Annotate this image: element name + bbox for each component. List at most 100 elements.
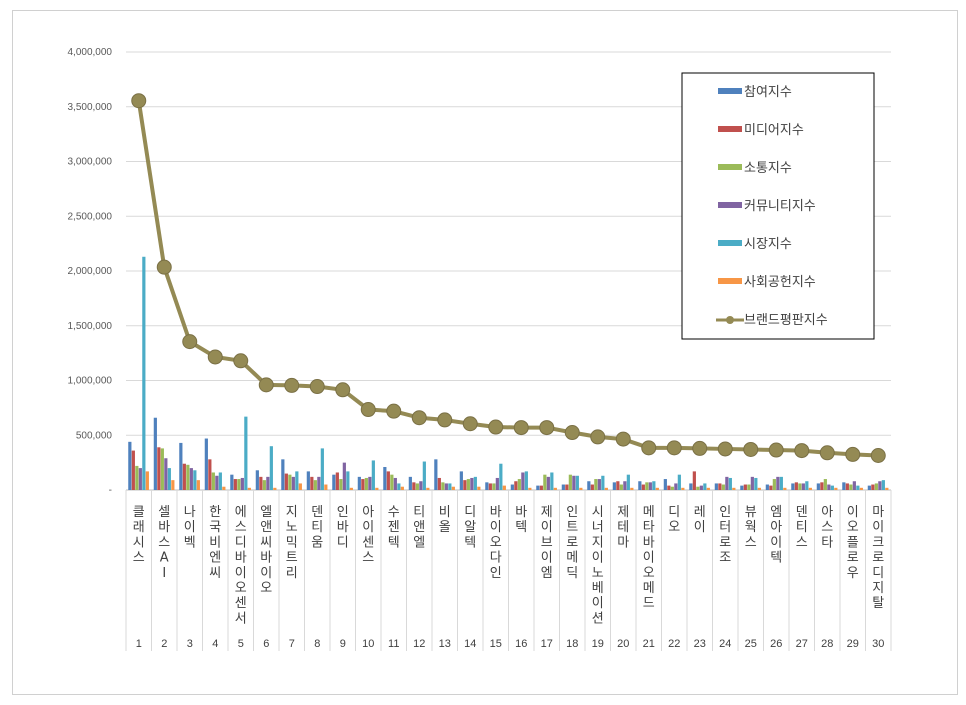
y-tick-label: - — [109, 485, 112, 496]
bar-4 — [342, 462, 346, 490]
bar-3 — [619, 484, 623, 490]
category-label-char: 래 — [133, 520, 145, 535]
rank-label: 1 — [136, 638, 142, 650]
bar-3 — [313, 480, 317, 490]
bar-2 — [208, 459, 212, 490]
bar-6 — [859, 487, 863, 490]
line-marker — [539, 420, 555, 436]
line-marker — [717, 441, 733, 457]
legend-box — [681, 72, 875, 340]
bar-2 — [514, 481, 518, 490]
bar-1 — [867, 485, 871, 490]
category-label-char: 타 — [821, 535, 833, 550]
legend-marker — [726, 316, 734, 324]
bar-3 — [517, 479, 521, 490]
bar-4 — [215, 475, 219, 490]
category-label-char: 알 — [464, 520, 476, 535]
category-label-char: 텍 — [770, 551, 782, 566]
bar-3 — [670, 486, 674, 490]
category-label-char: 엠 — [541, 566, 553, 581]
bar-4 — [750, 476, 754, 490]
bar-6 — [706, 487, 710, 490]
bar-6 — [298, 483, 302, 490]
bar-1 — [204, 438, 208, 490]
bar-5 — [167, 468, 171, 490]
rank-label: 8 — [314, 638, 320, 650]
category-label-char: 바 — [337, 520, 349, 535]
legend-swatch — [718, 88, 742, 94]
bar-4 — [801, 483, 805, 490]
category-label-char: 센 — [235, 596, 247, 611]
bar-6 — [885, 487, 889, 490]
category-label-char: 이 — [847, 505, 859, 520]
category-label-char: 텍 — [464, 535, 476, 550]
category-label-char: 스 — [796, 535, 808, 550]
rank-label: 5 — [238, 638, 244, 650]
bar-5 — [830, 485, 834, 490]
rank-label: 29 — [847, 638, 859, 650]
line-marker — [462, 416, 478, 432]
rank-label: 21 — [643, 638, 655, 650]
bar-2 — [820, 482, 824, 490]
bar-2 — [412, 482, 416, 490]
bar-4 — [776, 476, 780, 490]
rank-label: 12 — [413, 638, 425, 650]
rank-label: 16 — [515, 638, 527, 650]
category-label-char: 이 — [872, 520, 884, 535]
legend-swatch — [718, 278, 742, 284]
line-marker — [335, 382, 351, 398]
bar-5 — [371, 460, 375, 490]
bar-1 — [383, 467, 387, 490]
category-label-char: 오 — [490, 535, 502, 550]
category-label-char: 티 — [796, 520, 808, 535]
legend-swatch — [718, 240, 742, 246]
bar-4 — [266, 476, 270, 490]
bar-4 — [393, 477, 397, 490]
bar-2 — [233, 479, 237, 490]
category-label-char: 레 — [694, 505, 706, 520]
category-label-char: 티 — [311, 520, 323, 535]
bar-4 — [623, 481, 627, 490]
category-label-char: 오 — [260, 581, 272, 596]
bar-1 — [357, 476, 361, 490]
category-label-char: 바 — [643, 535, 655, 550]
category-label-char: 브 — [541, 535, 553, 550]
bar-2 — [335, 472, 339, 490]
rank-label: 17 — [541, 638, 553, 650]
category-label-char: I — [162, 566, 166, 581]
y-tick-label: 1,500,000 — [68, 321, 113, 332]
y-axis: - 500,000 1,000,000 1,500,000 2,000,000 2,500… — [68, 47, 113, 496]
category-label-char: 트 — [566, 520, 578, 535]
category-label-char: 지 — [872, 581, 884, 596]
bar-5 — [601, 475, 605, 490]
line-marker — [615, 431, 631, 447]
bar-6 — [477, 486, 481, 490]
line-marker — [794, 443, 810, 459]
bar-2 — [310, 476, 314, 490]
bar-6 — [783, 487, 787, 490]
line-marker — [488, 419, 504, 435]
line-marker — [768, 442, 784, 458]
line-marker — [743, 441, 759, 457]
category-label-char: 뷰 — [745, 505, 757, 520]
category-label-char: 이 — [260, 566, 272, 581]
category-label-char: 인 — [719, 505, 731, 520]
bar-6 — [732, 487, 736, 490]
bar-4 — [240, 477, 244, 490]
bar-4 — [317, 476, 321, 490]
y-tick-label: 3,500,000 — [68, 102, 113, 113]
category-label-char: 오 — [643, 566, 655, 581]
category-label-char: 엠 — [770, 505, 782, 520]
bar-6 — [757, 487, 761, 490]
bar-2 — [182, 463, 186, 490]
rank-label: 13 — [439, 638, 451, 650]
bar-4 — [852, 481, 856, 490]
category-label-char: 이 — [643, 551, 655, 566]
bar-5 — [473, 476, 477, 490]
line-marker — [156, 259, 172, 275]
rank-label: 25 — [745, 638, 757, 650]
bar-4 — [674, 483, 678, 490]
bar-3 — [466, 479, 470, 490]
category-label-char: 덴 — [796, 505, 808, 520]
legend-label: 사회공헌지수 — [744, 275, 816, 290]
